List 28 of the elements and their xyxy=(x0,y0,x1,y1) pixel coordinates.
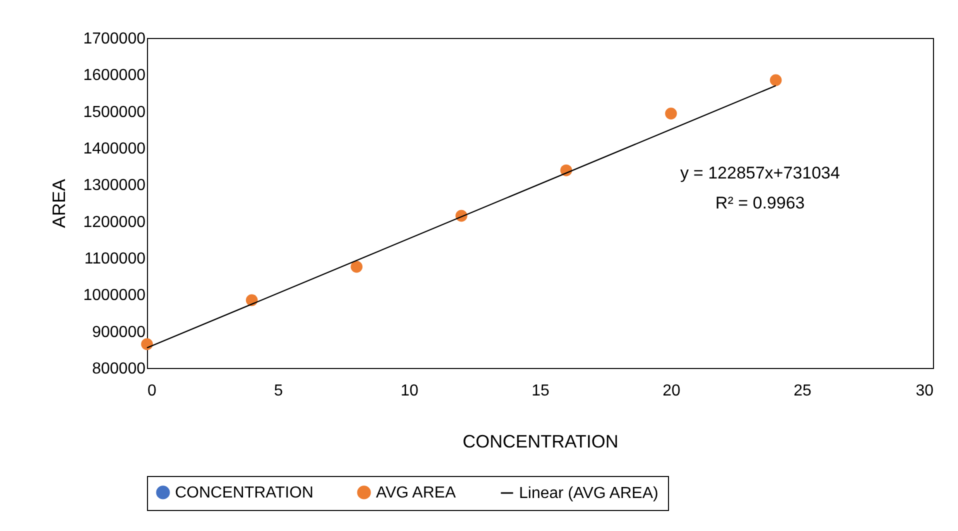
legend-label: AVG AREA xyxy=(376,484,456,502)
point xyxy=(141,338,153,350)
y-tick-label: 800000 xyxy=(92,360,146,378)
y-tick-label: 1200000 xyxy=(83,214,146,231)
legend-label: Linear (AVG AREA) xyxy=(519,485,658,502)
y-tick-label: 1000000 xyxy=(83,287,146,304)
x-tick-label: 0 xyxy=(148,382,156,400)
point xyxy=(665,108,677,120)
x-tick-label: 30 xyxy=(916,382,934,400)
y-tick-label: 1100000 xyxy=(84,250,146,268)
y-tick-label: 900000 xyxy=(92,324,146,341)
y-tick-label: 1500000 xyxy=(83,104,146,121)
x-tick-label: 15 xyxy=(532,382,550,400)
y-tick-label: 1300000 xyxy=(83,177,146,194)
point xyxy=(350,260,363,273)
x-tick-label: 20 xyxy=(662,382,680,400)
x-tick-label: 5 xyxy=(274,382,284,400)
legend-label: CONCENTRATION xyxy=(175,484,314,502)
point xyxy=(770,74,782,86)
x-tick-label: 25 xyxy=(794,382,812,400)
x-axis-title: CONCENTRATION xyxy=(462,432,618,452)
annotation: y = 122857x+731034 xyxy=(680,163,840,182)
y-axis-title: AREA xyxy=(49,178,70,228)
x-tick-label: 10 xyxy=(400,382,418,400)
y-tick-label: 1700000 xyxy=(83,30,146,48)
y-tick-label: 1400000 xyxy=(83,140,146,158)
annotation: R² = 0.9963 xyxy=(715,193,805,212)
y-tick-label: 1600000 xyxy=(83,67,146,84)
